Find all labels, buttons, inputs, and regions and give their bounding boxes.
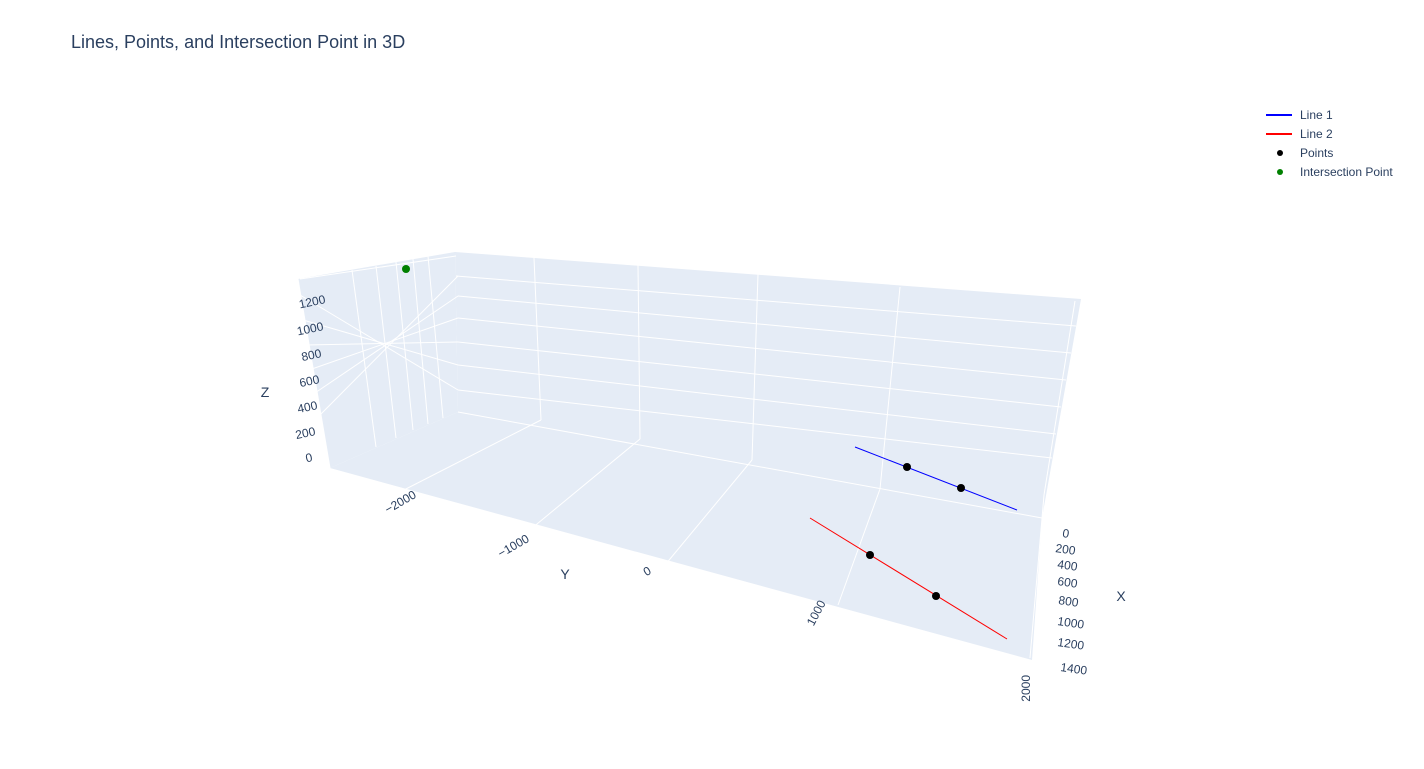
grid-line-4 [412, 258, 429, 425]
x-tick-label: 400 [1057, 557, 1079, 574]
grid-line-11 [314, 275, 459, 421]
grid-line-29 [457, 411, 1043, 519]
chart-title: Lines, Points, and Intersection Point in… [71, 32, 406, 52]
legend-line-swatch [1262, 105, 1294, 124]
legend-item[interactable]: Points [1262, 143, 1393, 162]
scene-wall-left [298, 252, 458, 468]
grid-line-5 [427, 255, 444, 419]
z-axis-title: Z [261, 384, 270, 400]
legend-label: Intersection Point [1300, 164, 1393, 179]
legend-label: Line 1 [1300, 107, 1333, 122]
grid-line-10 [311, 295, 459, 396]
scene-floor [330, 412, 1042, 660]
x-tick-label: 1000 [1057, 614, 1086, 632]
legend-label: Line 2 [1300, 126, 1333, 141]
grid-line-17 [457, 295, 1072, 354]
point-marker [903, 463, 911, 471]
z-tick-label: 1000 [296, 319, 325, 338]
legend: Line 1 Line 2 Points Intersection Point [1262, 105, 1393, 181]
grid-line-2 [375, 265, 397, 439]
point-marker [957, 484, 965, 492]
line-2-trace [809, 517, 1008, 640]
z-tick-label: 400 [296, 398, 319, 416]
grid-line-20 [637, 264, 641, 440]
grid-line-22 [879, 286, 901, 490]
grid-line-21 [751, 273, 759, 461]
y-tick-label: 2000 [1019, 675, 1033, 702]
y-tick-label: −1000 [495, 531, 531, 560]
point-marker [932, 592, 940, 600]
legend-line-swatch [1262, 124, 1294, 143]
grid-line-12 [299, 255, 457, 280]
y-tick-label: 0 [641, 563, 654, 579]
intersection-point-marker [402, 265, 410, 273]
traces [402, 265, 1018, 640]
z-tick-label: 800 [300, 346, 323, 364]
line-1-trace [854, 446, 1018, 511]
axis-titles: Z X Y [261, 384, 1127, 604]
grid-line-28 [1029, 494, 1045, 659]
y-axis-title: Y [560, 566, 570, 582]
x-tick-label: 1200 [1057, 635, 1086, 653]
legend-item[interactable]: Line 2 [1262, 124, 1393, 143]
grid-line-25 [519, 438, 641, 539]
grid-line-14 [457, 364, 1057, 435]
x-axis-title: X [1116, 588, 1126, 604]
grid-line-15 [457, 341, 1062, 408]
scene-wall-back [455, 252, 1081, 518]
grid-line-19 [533, 257, 542, 421]
grid-line-7 [302, 319, 459, 366]
z-tick-label: 600 [298, 372, 321, 390]
grid-line-0 [297, 278, 331, 469]
x-tick-label: 0 [1062, 526, 1071, 541]
grid-line-1 [351, 269, 377, 448]
grid-line-8 [305, 341, 459, 346]
point-marker [866, 551, 874, 559]
grid-line-16 [457, 317, 1067, 381]
grid-lines [297, 255, 1077, 659]
z-tick-label: 0 [304, 450, 314, 465]
legend-item[interactable]: Line 1 [1262, 105, 1393, 124]
grid-line-27 [837, 488, 881, 606]
x-tick-label: 600 [1057, 574, 1079, 591]
grid-line-24 [399, 419, 542, 493]
legend-marker-swatch [1262, 162, 1294, 181]
x-tick-label: 800 [1058, 593, 1080, 610]
z-tick-label: 200 [294, 424, 317, 442]
x-tick-label: 200 [1055, 541, 1077, 558]
legend-label: Points [1300, 145, 1334, 160]
z-tick-label: 1200 [298, 292, 327, 311]
grid-line-9 [308, 317, 459, 371]
grid-line-23 [1043, 300, 1076, 496]
legend-marker-swatch [1262, 143, 1294, 162]
grid-line-3 [395, 261, 414, 431]
x-tick-label: 1400 [1060, 660, 1089, 678]
grid-line-13 [457, 389, 1053, 459]
grid-line-18 [455, 275, 1077, 327]
grid-line-26 [664, 459, 753, 566]
legend-item[interactable]: Intersection Point [1262, 162, 1393, 181]
